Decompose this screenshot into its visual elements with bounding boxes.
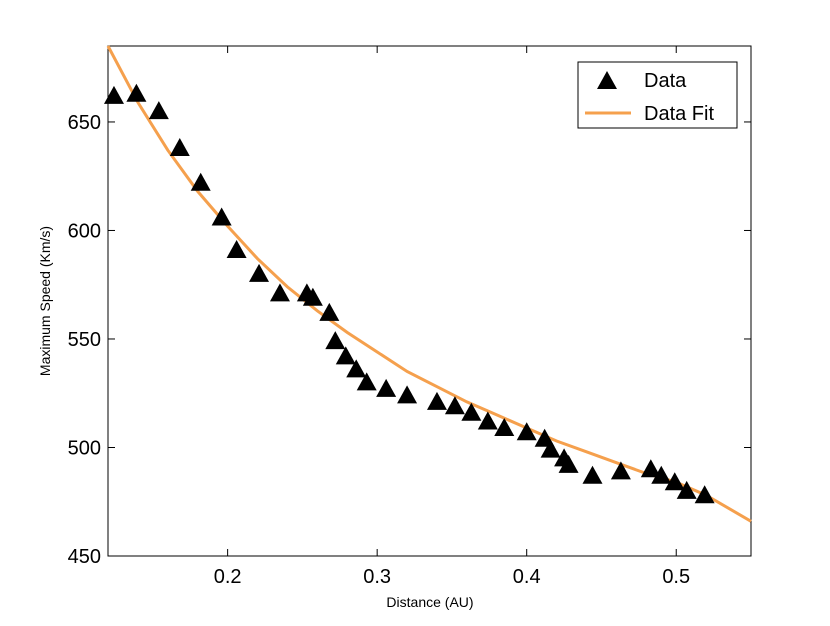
x-tick-label: 0.3 bbox=[363, 566, 391, 588]
data-point bbox=[397, 385, 418, 404]
data-point bbox=[335, 346, 356, 365]
legend-marker-data bbox=[597, 71, 617, 89]
data-point bbox=[356, 372, 377, 391]
data-point bbox=[558, 454, 579, 473]
y-tick-label: 550 bbox=[68, 329, 101, 351]
x-tick-label: 0.5 bbox=[662, 566, 690, 588]
axis-ticks: 0.2 0.3 0.4 0.5 450 500 550 600 650 bbox=[68, 46, 751, 588]
y-tick-label: 650 bbox=[68, 112, 101, 134]
x-axis-label: Distance (AU) bbox=[386, 594, 473, 610]
data-point bbox=[269, 283, 290, 302]
fit-line-layer bbox=[106, 45, 752, 523]
data-point bbox=[169, 138, 190, 156]
data-point bbox=[540, 439, 561, 458]
data-point bbox=[444, 396, 465, 415]
data-point bbox=[640, 459, 661, 478]
data-point bbox=[302, 287, 323, 306]
legend-label-data: Data bbox=[644, 70, 687, 92]
data-point bbox=[477, 411, 498, 430]
y-tick-label: 600 bbox=[68, 220, 101, 242]
legend-box bbox=[577, 61, 738, 129]
data-point bbox=[610, 461, 631, 480]
plot-area bbox=[107, 45, 752, 557]
data-point bbox=[461, 402, 482, 421]
legend: Data Data Fit bbox=[577, 61, 738, 129]
legend-label-fit: Data Fit bbox=[644, 103, 714, 125]
data-point bbox=[582, 465, 603, 484]
data-point bbox=[148, 101, 169, 120]
data-point bbox=[651, 465, 672, 484]
data-point bbox=[694, 485, 715, 504]
data-point bbox=[211, 207, 232, 226]
data-point bbox=[190, 172, 211, 191]
data-point bbox=[126, 83, 147, 102]
data-point bbox=[376, 378, 397, 397]
y-axis-label: Maximum Speed (Km/s) bbox=[37, 226, 53, 376]
data-point bbox=[249, 263, 270, 282]
data-point bbox=[346, 359, 367, 378]
fit-line bbox=[106, 45, 752, 523]
data-point bbox=[516, 422, 537, 441]
x-tick-label: 0.4 bbox=[513, 566, 541, 588]
y-tick-label: 500 bbox=[68, 437, 101, 459]
data-point bbox=[676, 480, 697, 499]
x-tick-label: 0.2 bbox=[214, 566, 242, 588]
data-point bbox=[426, 391, 447, 410]
data-point bbox=[226, 240, 247, 258]
data-point bbox=[319, 302, 340, 321]
data-point bbox=[103, 85, 124, 104]
y-tick-label: 450 bbox=[68, 546, 101, 568]
data-points-layer bbox=[103, 83, 715, 504]
data-point bbox=[494, 417, 515, 436]
data-point bbox=[325, 331, 346, 350]
data-point bbox=[664, 472, 685, 491]
